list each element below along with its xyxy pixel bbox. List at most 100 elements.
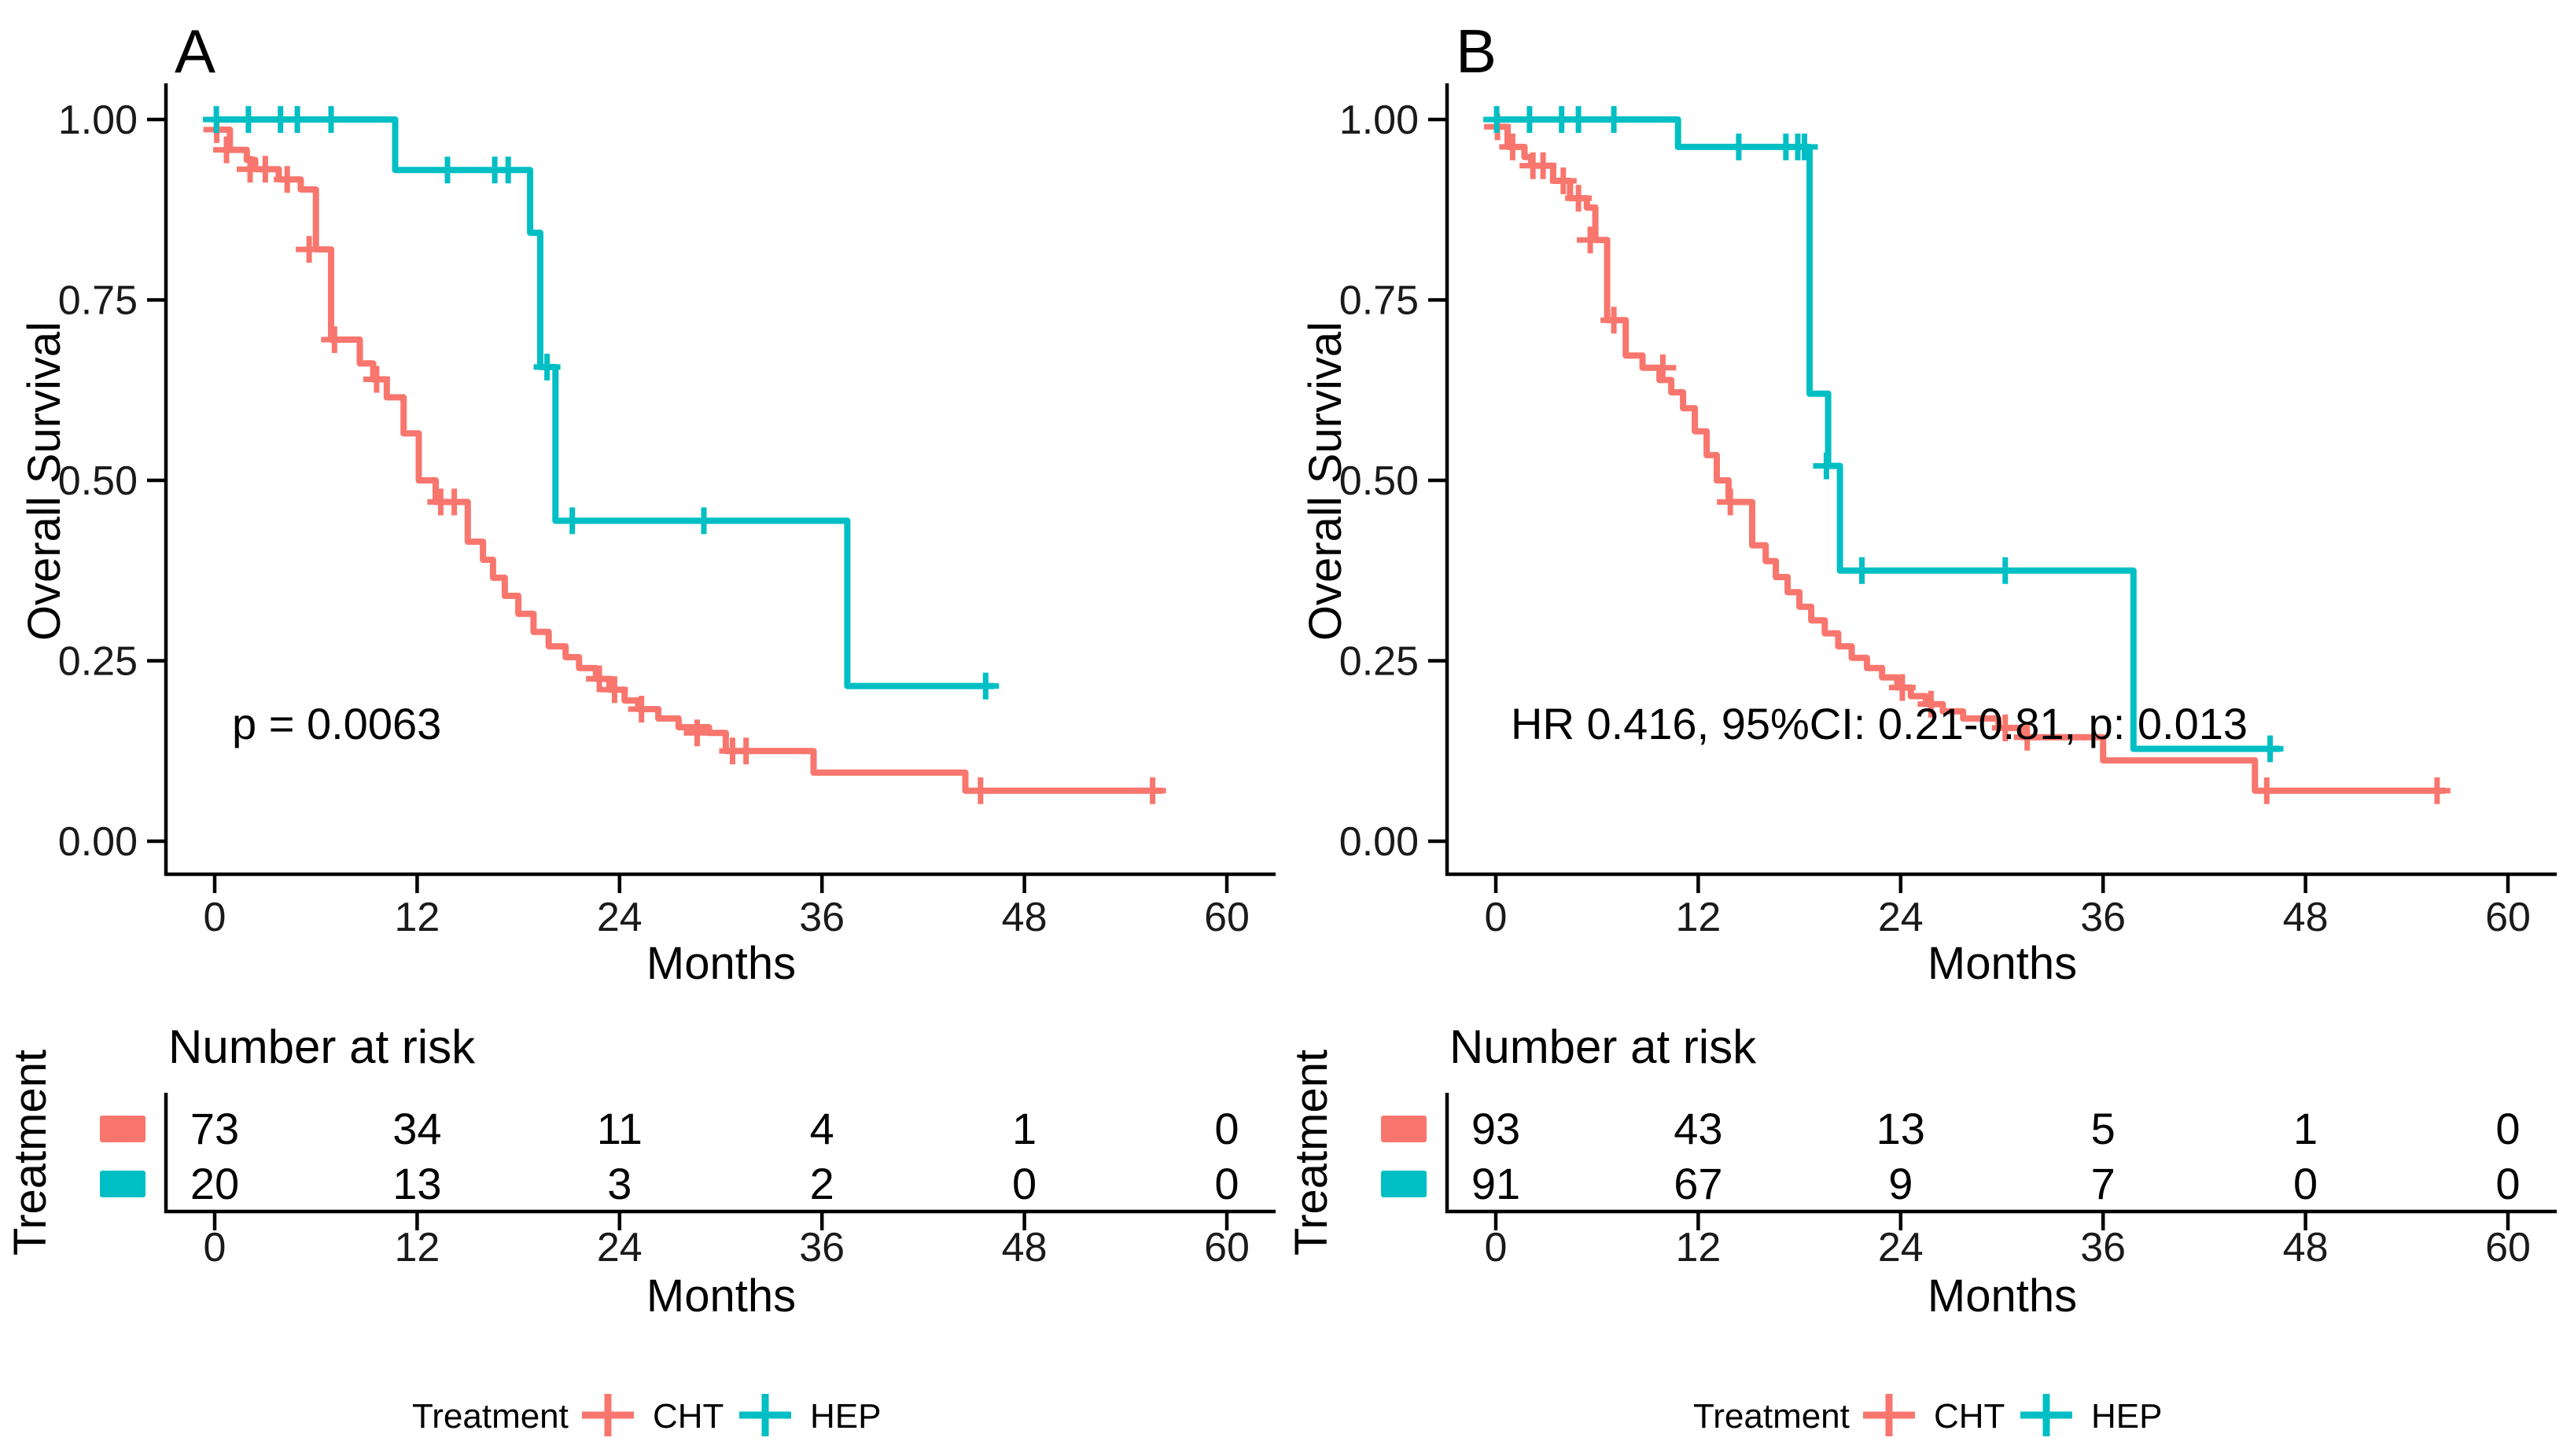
x-tick-label: 12 <box>394 895 440 940</box>
y-tick-label: 0.75 <box>58 278 138 324</box>
x-tick-label: 48 <box>1002 895 1048 940</box>
risk-count: 1 <box>2293 1104 2318 1153</box>
legend-key-HEP <box>739 1394 791 1436</box>
risk-axis-lines <box>164 1093 1276 1214</box>
legend-key-HEP <box>2020 1394 2072 1436</box>
risk-count: 73 <box>190 1104 239 1153</box>
risk-x-tick-label: 0 <box>204 1225 226 1270</box>
risk-count: 1 <box>1012 1104 1037 1153</box>
panel-A: 1.00 0.75 0.50 0.25 0.00 0 12 24 36 48 60 A Overal… <box>5 17 1276 1436</box>
legend-title: Treatment <box>412 1397 569 1436</box>
x-tick-label: 12 <box>1675 895 1721 940</box>
censor-marks-HEP <box>1483 106 2284 763</box>
y-tick-label: 1.00 <box>1339 97 1419 143</box>
risk-count: 0 <box>2495 1159 2520 1208</box>
risk-x-tick-label: 24 <box>1878 1225 1924 1270</box>
y-tick-label: 0.00 <box>58 819 138 865</box>
panel-label: B <box>1456 17 1497 86</box>
legend-key-CHT <box>582 1394 634 1436</box>
x-tick-label: 60 <box>2485 895 2531 940</box>
risk-x-tick-label: 12 <box>1675 1225 1721 1270</box>
risk-count: 91 <box>1471 1159 1520 1208</box>
risk-x-tick-label: 12 <box>394 1225 440 1270</box>
legend-title: Treatment <box>1693 1397 1850 1436</box>
annotation: HR 0.416, 95%CI: 0.21-0.81, p: 0.013 <box>1511 699 2248 748</box>
risk-count: 93 <box>1471 1104 1520 1153</box>
risk-count: 0 <box>2495 1104 2520 1153</box>
legend-label-hep: HEP <box>2091 1397 2162 1436</box>
km-plot: 1.00 0.75 0.50 0.25 0.00 0 12 24 36 48 60 <box>1339 83 2557 940</box>
x-axis-title: Months <box>1928 938 2077 989</box>
panel-B: 1.00 0.75 0.50 0.25 0.00 0 12 24 36 48 60 B Overal… <box>1281 0 2563 1456</box>
risk-x-tick-label: 0 <box>1485 1225 1508 1270</box>
risk-swatch-HEP <box>100 1171 145 1197</box>
x-tick-label: 60 <box>1204 895 1250 940</box>
risk-count: 13 <box>1876 1104 1925 1153</box>
x-tick-label: 24 <box>1878 895 1924 940</box>
risk-count: 0 <box>2293 1159 2318 1208</box>
risk-count: 13 <box>392 1159 441 1208</box>
risk-x-tick-label: 36 <box>799 1225 845 1270</box>
km-curve-CHT <box>1496 123 2446 794</box>
y-axis-title: Overall Survival <box>1300 322 1351 641</box>
risk-x-tick-label: 60 <box>1204 1225 1250 1270</box>
legend <box>1863 1394 2072 1436</box>
legend-label-hep: HEP <box>810 1397 881 1436</box>
legend-key-CHT <box>1863 1394 1915 1436</box>
x-tick-label: 0 <box>1485 895 1508 940</box>
risk-row-axis-title: Treatment <box>1286 1050 1337 1256</box>
risk-count: 20 <box>190 1159 239 1208</box>
y-tick-label: 0.25 <box>58 639 138 685</box>
x-tick-label: 48 <box>2283 895 2329 940</box>
risk-row-axis-title: Treatment <box>5 1050 56 1256</box>
risk-table-title: Number at risk <box>1449 1020 1757 1073</box>
y-tick-label: 0.50 <box>1339 458 1419 504</box>
risk-x-tick-label: 24 <box>597 1225 643 1270</box>
risk-x-axis-title: Months <box>1928 1270 2077 1322</box>
x-tick-label: 0 <box>204 895 226 940</box>
x-tick-label: 36 <box>2080 895 2126 940</box>
censor-marks-HEP <box>203 106 1000 700</box>
annotation: p = 0.0063 <box>232 699 441 748</box>
risk-count: 4 <box>810 1104 834 1153</box>
legend <box>582 1394 791 1436</box>
risk-table: 0 12 24 36 48 60 93 43 13 5 1 0 91 67 9 7 0 0 <box>1381 1093 2557 1270</box>
risk-count: 67 <box>1674 1159 1722 1208</box>
risk-count: 9 <box>1888 1159 1913 1208</box>
risk-count: 3 <box>607 1159 632 1208</box>
x-tick-label: 24 <box>597 895 643 940</box>
risk-axis-lines <box>1445 1093 2557 1214</box>
y-tick-label: 0.50 <box>58 458 138 504</box>
risk-x-tick-label: 48 <box>1002 1225 1048 1270</box>
plot-axis-lines <box>164 83 1276 877</box>
risk-x-axis-title: Months <box>646 1270 796 1322</box>
risk-table-title: Number at risk <box>168 1020 476 1073</box>
legend-label-cht: CHT <box>1934 1397 2005 1436</box>
km-curve-HEP <box>215 116 994 689</box>
y-axis-title: Overall Survival <box>19 322 70 641</box>
plot-axis-lines <box>1445 83 2557 877</box>
risk-count: 0 <box>1214 1104 1239 1153</box>
risk-swatch-CHT <box>100 1116 145 1142</box>
risk-count: 11 <box>597 1104 643 1153</box>
risk-count: 7 <box>2091 1159 2116 1208</box>
risk-count: 2 <box>810 1159 834 1208</box>
risk-count: 0 <box>1214 1159 1239 1208</box>
risk-count: 34 <box>392 1104 441 1153</box>
risk-x-tick-label: 48 <box>2283 1225 2329 1270</box>
y-tick-label: 0.75 <box>1339 278 1419 324</box>
y-tick-label: 0.00 <box>1339 819 1419 865</box>
km-curve-CHT <box>215 126 1163 794</box>
km-plot: 1.00 0.75 0.50 0.25 0.00 0 12 24 36 48 60 <box>58 83 1276 940</box>
risk-count: 43 <box>1674 1104 1722 1153</box>
risk-x-tick-label: 36 <box>2080 1225 2126 1270</box>
risk-swatch-HEP <box>1381 1171 1427 1197</box>
y-tick-label: 1.00 <box>58 97 138 143</box>
x-tick-label: 36 <box>799 895 845 940</box>
y-tick-label: 0.25 <box>1339 639 1419 685</box>
risk-swatch-CHT <box>1381 1116 1427 1142</box>
panel-label: A <box>175 17 215 86</box>
risk-x-tick-label: 60 <box>2485 1225 2531 1270</box>
